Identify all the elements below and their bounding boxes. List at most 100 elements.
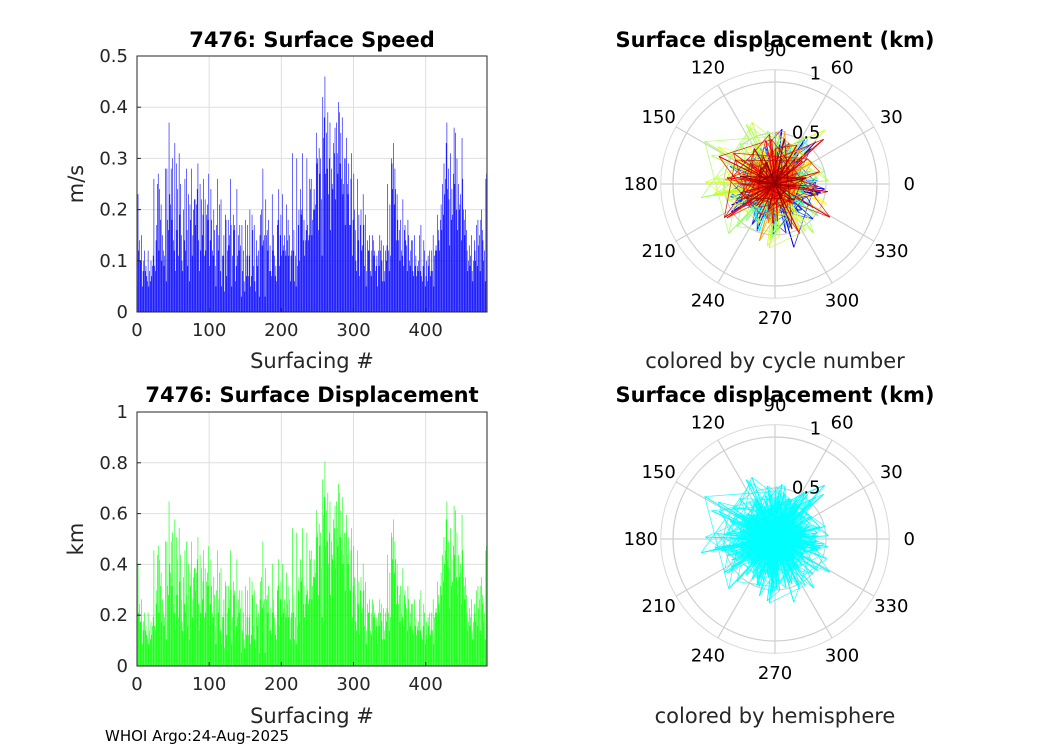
polar2-vector-link [769, 489, 774, 579]
disp-bar [201, 599, 203, 666]
speed-bar [145, 265, 147, 312]
disp-bar [266, 594, 268, 666]
polar2-vector [740, 538, 776, 549]
speed-bar [442, 214, 444, 312]
speed-bar [319, 173, 321, 312]
disp-bar [329, 501, 331, 666]
polar2-vector-link [735, 514, 803, 517]
polar2-theta-label: 270 [758, 663, 792, 684]
speed-bar [171, 219, 173, 312]
polar2-vector-link [705, 536, 780, 591]
disp-bar [264, 652, 266, 666]
disp-bar [415, 617, 417, 666]
disp-bar [466, 594, 467, 666]
speed-bar [194, 199, 195, 312]
speed-bar [142, 271, 144, 312]
disp-bar [367, 612, 369, 666]
disp-bar [445, 519, 447, 666]
speed-bar [162, 250, 164, 312]
polar1-theta-label: 120 [691, 58, 725, 79]
speed-bar [365, 214, 366, 312]
disp-bar [287, 603, 288, 666]
disp-bar [277, 585, 279, 666]
disp-bar [336, 501, 337, 666]
disp-bar [256, 603, 257, 666]
speed-bar [219, 271, 221, 312]
speed-bar [301, 209, 303, 312]
disp-bar [318, 523, 320, 666]
speed-bar [312, 219, 313, 312]
speed-bar [279, 265, 280, 312]
disp-bar [346, 514, 347, 666]
speed-bar [199, 184, 201, 312]
disp-bars [137, 461, 487, 667]
disp-bar [409, 621, 410, 666]
speed-bar [288, 255, 290, 312]
polar1-theta-label: 330 [874, 241, 908, 262]
speed-bar [448, 199, 450, 312]
disp-bar [479, 630, 481, 666]
speed-xtick-label: 300 [336, 320, 370, 341]
speed-bar [243, 250, 244, 312]
polar2-labels: 0 30 60 90 120 150 180 210 240 270 300 330 0.5 1 [624, 395, 915, 684]
disp-bar [247, 590, 249, 666]
polar2-vector-link [793, 533, 804, 556]
speed-bar [258, 250, 259, 312]
disp-bar [311, 599, 313, 666]
speed-bar [453, 127, 455, 313]
polar1-vector-link [749, 146, 758, 148]
disp-bar [217, 612, 219, 666]
polar1-vector-link [778, 213, 791, 217]
speed-bar [434, 255, 435, 312]
disp-bar [443, 537, 445, 666]
disp-bar [349, 590, 351, 666]
speed-bar [253, 224, 255, 312]
disp-bar [215, 643, 217, 666]
speed-bar [331, 168, 332, 312]
speed-bar [201, 235, 203, 312]
speed-bar [426, 260, 427, 312]
speed-bar [346, 137, 347, 312]
speed-bar [203, 178, 204, 312]
polar1-theta-label: 210 [642, 241, 676, 262]
disp-bar [334, 505, 336, 666]
disp-bar [450, 585, 452, 666]
speed-bar [476, 265, 478, 312]
speed-bar [309, 178, 311, 312]
polar2-vector-link [740, 531, 804, 535]
disp-bar [156, 590, 158, 666]
disp-bar [264, 599, 265, 666]
disp-bar [319, 545, 321, 666]
disp-bar [166, 541, 168, 666]
speed-bar [401, 255, 403, 312]
disp-bar [233, 594, 235, 666]
disp-bar [459, 572, 461, 666]
disp-bar [212, 617, 214, 666]
speed-bar [475, 260, 477, 312]
speed-bar [256, 240, 257, 312]
polar1-vector-link [775, 131, 786, 133]
polar2-vector [760, 522, 776, 540]
disp-bar [404, 590, 406, 666]
speed-bar [209, 240, 211, 312]
polar2-vector-link [704, 490, 780, 497]
speed-bar [287, 219, 289, 312]
speed-bar [210, 189, 212, 312]
speed-bar [345, 158, 347, 312]
speed-bar [438, 240, 440, 312]
disp-bar [200, 612, 202, 666]
disp-bar [380, 603, 382, 666]
speed-bar [154, 265, 155, 312]
speed-bar [380, 240, 382, 312]
polar2-vector [739, 530, 776, 540]
disp-bar [234, 590, 236, 666]
speed-bar [146, 276, 147, 312]
polar1-theta-label: 270 [758, 308, 792, 329]
disp-bar [476, 590, 477, 666]
disp-bar [337, 545, 339, 666]
disp-bar [278, 559, 280, 666]
disp-bar [162, 599, 163, 666]
polar1-theta-label: 60 [831, 58, 854, 79]
disp-bar [182, 630, 184, 666]
speed-bar [329, 122, 331, 312]
